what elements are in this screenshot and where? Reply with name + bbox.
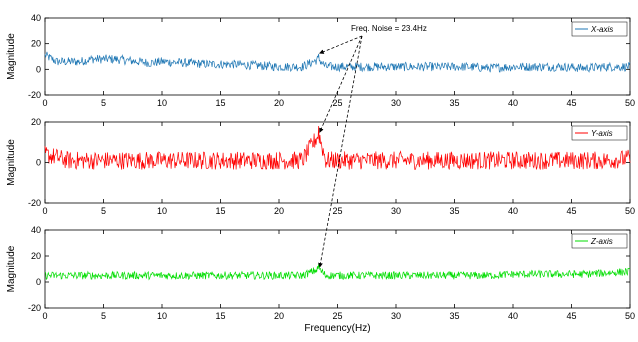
x-tick-label: 50 [625,98,635,108]
x-tick-label: 15 [215,98,225,108]
annotation-arrow-1 [319,35,363,54]
x-tick-label: 10 [157,311,167,321]
plot-frame [44,229,631,309]
annotation-arrow-2 [319,35,363,133]
y-axis-label: Magnitude [6,245,17,292]
y-tick-label: 20 [31,251,41,261]
annotation-arrow-3 [318,35,363,268]
x-tick-label: 5 [101,206,106,216]
x-tick-label: 50 [625,206,635,216]
y-tick-label: 20 [31,39,41,49]
x-tick-label: 0 [42,98,47,108]
x-tick-label: 30 [391,98,401,108]
y-tick-label: -20 [28,198,41,208]
x-tick-label: 0 [42,311,47,321]
annotation-text: Freq. Noise = 23.4Hz [351,24,427,33]
y-tick-label: 0 [36,64,41,74]
y-tick-label: 40 [31,13,41,23]
x-tick-label: 40 [508,311,518,321]
x-tick-label: 15 [215,311,225,321]
x-axis-label: Frequency(Hz) [304,323,370,334]
legend-entry: Z-axis [590,237,613,246]
x-tick-label: 20 [274,98,284,108]
x-tick-label: 45 [566,311,576,321]
x-tick-label: 10 [157,206,167,216]
x-tick-label: 15 [215,206,225,216]
annotation-layer: Freq. Noise = 23.4Hz [318,24,427,268]
x-tick-label: 5 [101,98,106,108]
x-tick-label: 25 [332,98,342,108]
series-line-x-axis [44,51,631,73]
y-axis-label: Magnitude [6,33,17,80]
y-tick-label: 0 [36,158,41,168]
y-axis-label: Magnitude [6,139,17,186]
x-tick-label: 35 [449,98,459,108]
series-line-y-axis [44,126,631,171]
legend-entry: Y-axis [591,129,613,138]
x-tick-label: 25 [332,206,342,216]
x-tick-label: 40 [508,98,518,108]
x-tick-label: 0 [42,206,47,216]
y-tick-label: 0 [36,277,41,287]
legend-box [571,233,628,249]
x-tick-label: 20 [274,311,284,321]
x-tick-label: 30 [391,311,401,321]
x-tick-label: 50 [625,311,635,321]
x-tick-label: 45 [566,206,576,216]
y-tick-label: -20 [28,303,41,313]
y-tick-label: 20 [31,117,41,127]
legend-box [571,21,628,37]
x-tick-label: 45 [566,98,576,108]
legend-entry: X-axis [590,25,613,34]
x-tick-label: 25 [332,311,342,321]
x-tick-label: 10 [157,98,167,108]
x-tick-label: 20 [274,206,284,216]
plot-frame [44,17,631,96]
y-tick-label: 40 [31,225,41,235]
legend-box [571,125,628,141]
x-tick-label: 40 [508,206,518,216]
x-tick-label: 35 [449,206,459,216]
x-tick-label: 35 [449,311,459,321]
y-tick-label: -20 [28,90,41,100]
x-tick-label: 30 [391,206,401,216]
x-tick-label: 5 [101,311,106,321]
series-line-z-axis [44,263,631,281]
